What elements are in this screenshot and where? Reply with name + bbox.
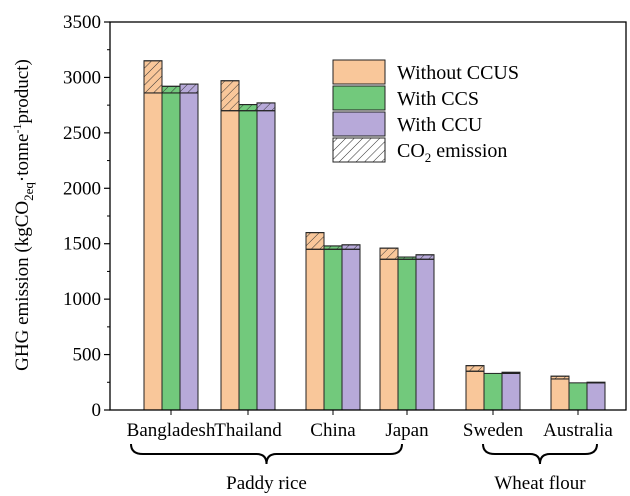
bar-base (179, 92, 199, 411)
bar-base (586, 382, 606, 411)
group-bracket (482, 443, 598, 465)
legend-label: With CCS (397, 88, 479, 110)
y-tick-label: 3000 (63, 67, 101, 88)
bar-base (143, 92, 163, 411)
x-tick-label: Australia (543, 420, 613, 441)
legend-label: With CCU (397, 114, 483, 136)
bar-base (568, 382, 588, 411)
y-axis-label: GHG emission (kgCO2eq·tonne-1product) (10, 59, 36, 371)
bar-co2-hatch (465, 365, 485, 372)
x-tick-label: Sweden (463, 420, 524, 441)
bars-layer (143, 60, 606, 411)
y-tick-label: 500 (73, 345, 102, 366)
legend-swatch (332, 59, 386, 85)
bar-base (305, 248, 325, 411)
bar-base (341, 248, 361, 411)
group-label: Paddy rice (226, 473, 307, 494)
bar-co2-hatch (323, 245, 343, 250)
bar-co2-hatch (550, 375, 570, 380)
bar-co2-hatch (220, 80, 240, 112)
bar-base (379, 258, 399, 411)
bar-base (161, 92, 181, 411)
y-tick-label: 0 (92, 400, 102, 421)
bar-co2-hatch (397, 256, 417, 260)
bar-co2-hatch (256, 102, 276, 112)
bar-co2-hatch (341, 244, 361, 250)
x-tick-label: Bangladesh (127, 420, 216, 441)
legend-swatch (332, 111, 386, 137)
bar-base (220, 110, 240, 411)
bar-co2-hatch (179, 83, 199, 94)
bar-base (550, 378, 570, 411)
bar-base (501, 372, 521, 411)
bar-base (256, 110, 276, 411)
legend-label: Without CCUS (397, 62, 519, 84)
y-tick-label: 1000 (63, 289, 101, 310)
bar-base (238, 110, 258, 411)
group-bracket (130, 443, 403, 465)
legend-swatch (332, 85, 386, 111)
group-label: Wheat flour (494, 473, 586, 494)
bar-co2-hatch (501, 371, 521, 374)
legend-swatch-co2 (332, 137, 386, 163)
bar-co2-hatch (238, 104, 258, 112)
bar-co2-hatch (161, 85, 181, 94)
legend-label-co2: CO2 emission (397, 140, 507, 165)
y-tick-label: 2000 (63, 178, 101, 199)
bar-base (323, 248, 343, 411)
bar-co2-hatch (305, 232, 325, 250)
y-tick-label: 3500 (63, 12, 101, 33)
bar-base (483, 372, 503, 411)
y-tick-label: 1500 (63, 234, 101, 255)
group-brackets: Paddy rice Wheat flour (130, 443, 598, 494)
y-tick-label: 2500 (63, 123, 101, 144)
bar-co2-hatch (379, 247, 399, 260)
x-tick-label: Japan (385, 420, 429, 441)
bar-co2-hatch (586, 381, 606, 384)
bar-co2-hatch (415, 254, 435, 260)
bar-base (397, 258, 417, 411)
x-tick-label: China (310, 420, 356, 441)
x-tick-label: Thailand (214, 420, 282, 441)
bar-base (465, 370, 485, 411)
bar-base (415, 258, 435, 411)
bar-co2-hatch (143, 60, 163, 94)
legend: Without CCUS With CCS With CCU CO2 emission (332, 59, 519, 165)
